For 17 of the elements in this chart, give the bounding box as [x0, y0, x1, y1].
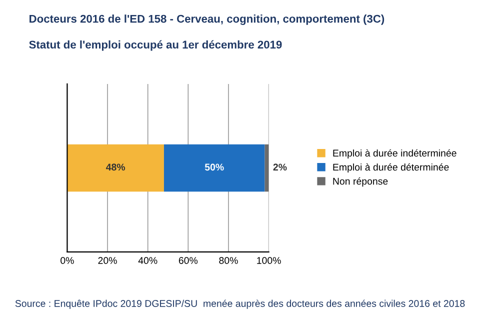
data-label: 50% [204, 164, 224, 171]
chart-subtitle: Statut de l'emploi occupé au 1er décembre 2019 [29, 40, 282, 51]
source-note: Source : Enquête IPdoc 2019 DGESIP/SU menée auprès des docteurs des années civiles 2016 et 2018 [15, 300, 465, 309]
x-tick-label: 80% [219, 257, 238, 264]
legend-label: Emploi à durée indéterminée [333, 149, 456, 159]
data-label: 48% [106, 164, 126, 171]
legend-label: Emploi à durée déterminée [333, 163, 449, 173]
x-tick-label: 0% [60, 257, 74, 264]
chart-title: Docteurs 2016 de l'ED 158 - Cerveau, cognition, comportement (3C) [30, 14, 384, 25]
x-tick-label: 40% [138, 257, 158, 264]
x-tick-label: 60% [178, 257, 198, 264]
data-label: 2% [273, 164, 287, 171]
bar [67, 144, 164, 192]
x-tick-label: 100% [257, 257, 281, 264]
bar [164, 144, 265, 192]
legend-label: Non réponse [333, 177, 388, 187]
x-tick-label: 20% [98, 257, 117, 264]
